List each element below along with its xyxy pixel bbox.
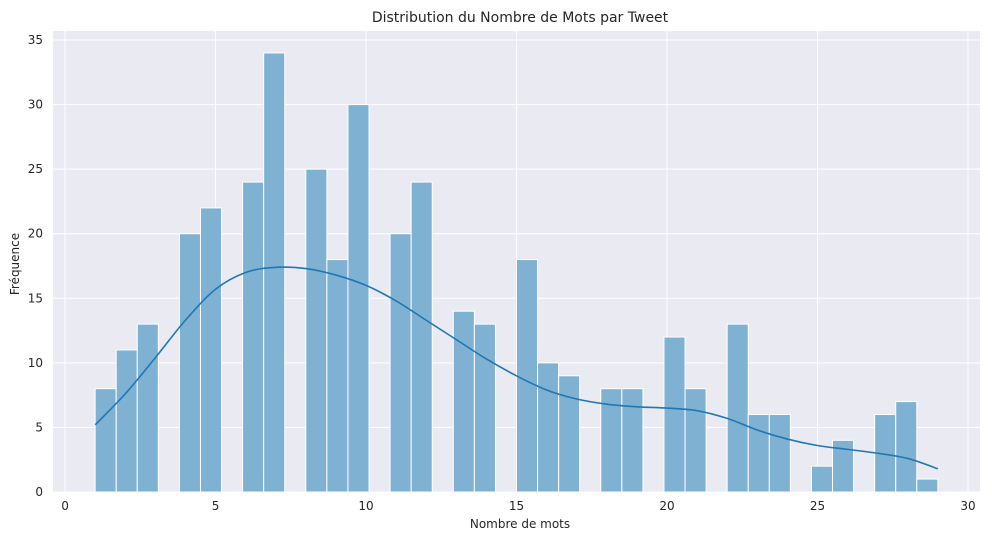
y-tick-label: 5	[35, 420, 43, 434]
histogram-bar	[768, 414, 791, 493]
x-tick-labels: 0 5 10 15 20 25 30	[61, 499, 975, 513]
histogram-bar	[832, 439, 855, 493]
histogram-bar	[684, 388, 707, 493]
histogram-bar	[199, 207, 223, 493]
y-tick-label: 25	[28, 162, 43, 176]
y-tick-label: 15	[28, 291, 43, 305]
histogram-bar	[452, 310, 475, 493]
x-tick-label: 25	[810, 499, 825, 513]
histogram-bar	[305, 168, 328, 493]
x-tick-label: 20	[659, 499, 674, 513]
histogram-bar	[94, 388, 117, 493]
histogram-bar	[389, 233, 412, 493]
y-tick-label: 0	[35, 485, 43, 499]
histogram-bar	[516, 259, 539, 493]
x-axis-label: Nombre de mots	[470, 517, 570, 531]
histogram-bar	[136, 323, 159, 493]
histogram-bar	[115, 349, 138, 493]
histogram-bar	[242, 181, 265, 493]
histogram-bar	[347, 104, 370, 493]
x-tick-label: 10	[358, 499, 373, 513]
histogram-bar	[810, 465, 834, 493]
histogram-bar	[621, 388, 644, 493]
histogram-bar	[747, 414, 770, 493]
y-tick-label: 20	[28, 227, 43, 241]
histogram-bar	[473, 323, 496, 493]
y-tick-labels: 0 5 10 15 20 25 30 35	[28, 33, 43, 499]
y-axis-label: Fréquence	[8, 233, 22, 295]
histogram-bar	[326, 259, 349, 493]
x-tick-label: 5	[212, 499, 220, 513]
x-tick-label: 30	[960, 499, 975, 513]
histogram-bar	[663, 336, 686, 493]
y-tick-label: 10	[28, 356, 43, 370]
y-tick-label: 30	[28, 98, 43, 112]
chart-title: Distribution du Nombre de Mots par Tweet	[372, 10, 669, 26]
kde-line	[94, 266, 939, 470]
y-tick-label: 35	[28, 33, 43, 47]
x-tick-label: 0	[61, 499, 69, 513]
histogram-bar	[263, 52, 286, 493]
histogram-bar	[178, 233, 201, 493]
histogram-bar	[726, 323, 749, 493]
histogram-bar	[916, 478, 939, 493]
histogram-bar	[410, 181, 433, 493]
x-tick-label: 15	[509, 499, 524, 513]
histogram-bar	[558, 375, 581, 493]
histogram-bar	[895, 401, 918, 493]
histogram-bar	[537, 362, 560, 493]
